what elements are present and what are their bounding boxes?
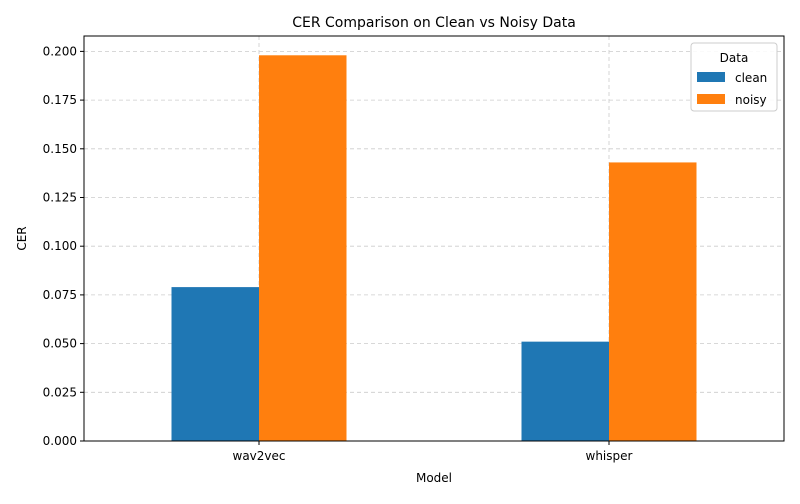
x-tick-label: whisper (586, 449, 633, 463)
chart-title: CER Comparison on Clean vs Noisy Data (292, 15, 576, 31)
y-tick-label: 0.200 (43, 44, 77, 58)
bar-noisy-wav2vec (259, 55, 347, 442)
y-tick-label: 0.100 (43, 239, 77, 253)
legend-swatch-clean (697, 72, 725, 82)
y-tick-label: 0.075 (43, 288, 77, 302)
bar-noisy-whisper (609, 162, 697, 441)
legend: Data clean noisy (690, 42, 778, 112)
y-axis-title: CER (15, 226, 29, 250)
bar-clean-whisper (521, 341, 609, 441)
x-tick-label: wav2vec (233, 449, 286, 463)
x-axis-title: Model (416, 471, 452, 485)
bar-clean-wav2vec (171, 287, 259, 441)
y-tick-label: 0.150 (43, 142, 77, 156)
bars (171, 55, 697, 442)
legend-title: Data (720, 51, 749, 65)
plot-frame (83, 35, 785, 442)
x-axis-ticks: wav2vec whisper (233, 441, 633, 463)
legend-swatch-noisy (697, 94, 725, 104)
legend-label-clean: clean (735, 71, 767, 85)
y-tick-label: 0.175 (43, 93, 77, 107)
y-tick-label: 0.050 (43, 337, 77, 351)
y-tick-label: 0.025 (43, 385, 77, 399)
y-tick-label: 0.125 (43, 190, 77, 204)
y-axis-ticks: 0.000 0.025 0.050 0.075 0.100 0.125 0.150 0.175… (43, 44, 84, 448)
y-tick-label: 0.000 (43, 434, 77, 448)
legend-label-noisy: noisy (735, 93, 767, 107)
